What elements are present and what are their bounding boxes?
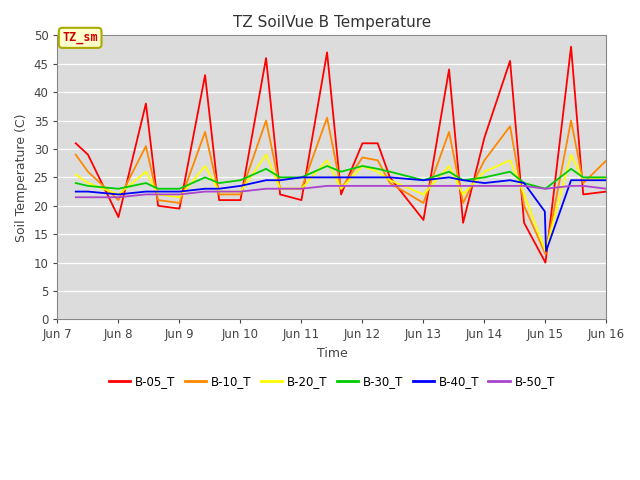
X-axis label: Time: Time xyxy=(317,347,348,360)
Title: TZ SoilVue B Temperature: TZ SoilVue B Temperature xyxy=(233,15,431,30)
Y-axis label: Soil Temperature (C): Soil Temperature (C) xyxy=(15,113,28,241)
Text: TZ_sm: TZ_sm xyxy=(62,31,98,44)
Legend: B-05_T, B-10_T, B-20_T, B-30_T, B-40_T, B-50_T: B-05_T, B-10_T, B-20_T, B-30_T, B-40_T, … xyxy=(104,371,559,393)
